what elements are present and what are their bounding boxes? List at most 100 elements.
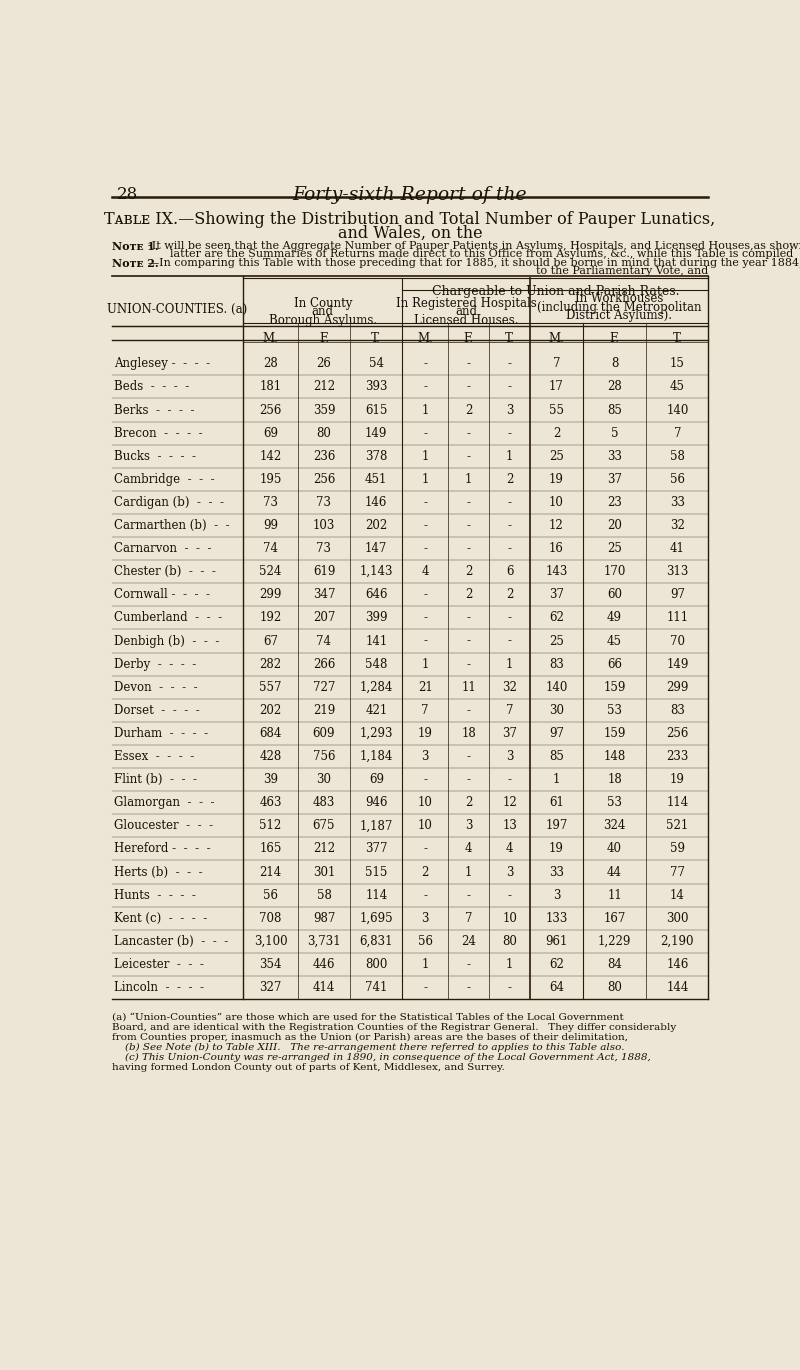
Text: 10: 10 (549, 496, 564, 508)
Text: -: - (466, 958, 470, 971)
Text: F.: F. (610, 333, 620, 345)
Text: 165: 165 (259, 843, 282, 855)
Text: 214: 214 (259, 866, 282, 878)
Text: 14: 14 (670, 889, 685, 901)
Text: 45: 45 (670, 381, 685, 393)
Text: 1: 1 (506, 958, 514, 971)
Text: and: and (312, 306, 334, 318)
Text: 111: 111 (666, 611, 689, 625)
Text: 1: 1 (422, 449, 429, 463)
Text: -: - (507, 543, 511, 555)
Text: 756: 756 (313, 749, 335, 763)
Text: Nᴏᴛᴇ 1.: Nᴏᴛᴇ 1. (112, 241, 158, 252)
Text: 19: 19 (549, 843, 564, 855)
Text: 149: 149 (365, 426, 387, 440)
Text: 80: 80 (607, 981, 622, 995)
Text: 347: 347 (313, 588, 335, 601)
Text: T.: T. (673, 333, 682, 345)
Text: 56: 56 (263, 889, 278, 901)
Text: 7: 7 (422, 704, 429, 717)
Text: 64: 64 (549, 981, 564, 995)
Text: 4: 4 (422, 566, 429, 578)
Text: In Registered Hospitals: In Registered Hospitals (396, 297, 537, 310)
Text: 73: 73 (317, 496, 331, 508)
Text: Derby  -  -  -  -: Derby - - - - (114, 658, 196, 671)
Text: 97: 97 (670, 588, 685, 601)
Text: Dorset  -  -  -  -: Dorset - - - - (114, 704, 200, 717)
Text: 67: 67 (263, 634, 278, 648)
Text: 114: 114 (365, 889, 387, 901)
Text: 377: 377 (365, 843, 387, 855)
Text: 69: 69 (369, 773, 384, 786)
Text: 3: 3 (553, 889, 560, 901)
Text: 557: 557 (259, 681, 282, 693)
Text: Borough Asylums.: Borough Asylums. (269, 314, 377, 327)
Text: 37: 37 (607, 473, 622, 486)
Text: 2: 2 (465, 588, 472, 601)
Text: 521: 521 (666, 819, 689, 833)
Text: T.: T. (371, 333, 382, 345)
Text: Glamorgan  -  -  -: Glamorgan - - - (114, 796, 214, 810)
Text: 6,831: 6,831 (359, 934, 393, 948)
Text: 282: 282 (259, 658, 282, 671)
Text: -: - (423, 358, 427, 370)
Text: 25: 25 (607, 543, 622, 555)
Text: M.: M. (417, 333, 433, 345)
Text: 1: 1 (422, 658, 429, 671)
Text: 19: 19 (670, 773, 685, 786)
Text: 233: 233 (666, 749, 689, 763)
Text: 159: 159 (603, 681, 626, 693)
Text: Durham  -  -  -  -: Durham - - - - (114, 727, 208, 740)
Text: 4: 4 (506, 843, 514, 855)
Text: 45: 45 (607, 634, 622, 648)
Text: 74: 74 (263, 543, 278, 555)
Text: 393: 393 (365, 381, 387, 393)
Text: 727: 727 (313, 681, 335, 693)
Text: 207: 207 (313, 611, 335, 625)
Text: 236: 236 (313, 449, 335, 463)
Text: 646: 646 (365, 588, 387, 601)
Text: 256: 256 (313, 473, 335, 486)
Text: Anglesey -  -  -  -: Anglesey - - - - (114, 358, 210, 370)
Text: 1: 1 (422, 404, 429, 416)
Text: 77: 77 (670, 866, 685, 878)
Text: 1: 1 (465, 866, 472, 878)
Text: 7: 7 (506, 704, 514, 717)
Text: 266: 266 (313, 658, 335, 671)
Text: 2: 2 (506, 588, 514, 601)
Text: 28: 28 (117, 186, 138, 203)
Text: -: - (423, 496, 427, 508)
Text: District Asylums).: District Asylums). (566, 310, 672, 322)
Text: -: - (423, 381, 427, 393)
Text: 2: 2 (506, 473, 514, 486)
Text: 53: 53 (607, 796, 622, 810)
Text: F.: F. (463, 333, 474, 345)
Text: 8: 8 (611, 358, 618, 370)
Text: 446: 446 (313, 958, 335, 971)
Text: 483: 483 (313, 796, 335, 810)
Text: Forty-sixth Report of the: Forty-sixth Report of the (293, 186, 527, 204)
Text: 69: 69 (263, 426, 278, 440)
Text: (b) See Note (b) to Table XIII.   The re-arrangement there referred to applies t: (b) See Note (b) to Table XIII. The re-a… (112, 1043, 624, 1052)
Text: -: - (466, 634, 470, 648)
Text: 3: 3 (506, 749, 514, 763)
Text: 12: 12 (549, 519, 564, 532)
Text: Carnarvon  -  -  -: Carnarvon - - - (114, 543, 211, 555)
Text: 515: 515 (365, 866, 387, 878)
Text: 327: 327 (259, 981, 282, 995)
Text: 103: 103 (313, 519, 335, 532)
Text: 15: 15 (670, 358, 685, 370)
Text: 1,695: 1,695 (359, 911, 393, 925)
Text: 28: 28 (263, 358, 278, 370)
Text: Herts (b)  -  -  -: Herts (b) - - - (114, 866, 202, 878)
Text: 24: 24 (461, 934, 476, 948)
Text: 1,284: 1,284 (360, 681, 393, 693)
Text: In Workhouses: In Workhouses (575, 292, 663, 306)
Text: 463: 463 (259, 796, 282, 810)
Text: 30: 30 (317, 773, 331, 786)
Text: 39: 39 (263, 773, 278, 786)
Text: 2: 2 (553, 426, 560, 440)
Text: (c) This Union-County was re-arranged in 1890, in consequence of the Local Gover: (c) This Union-County was re-arranged in… (112, 1054, 650, 1062)
Text: 23: 23 (607, 496, 622, 508)
Text: 16: 16 (549, 543, 564, 555)
